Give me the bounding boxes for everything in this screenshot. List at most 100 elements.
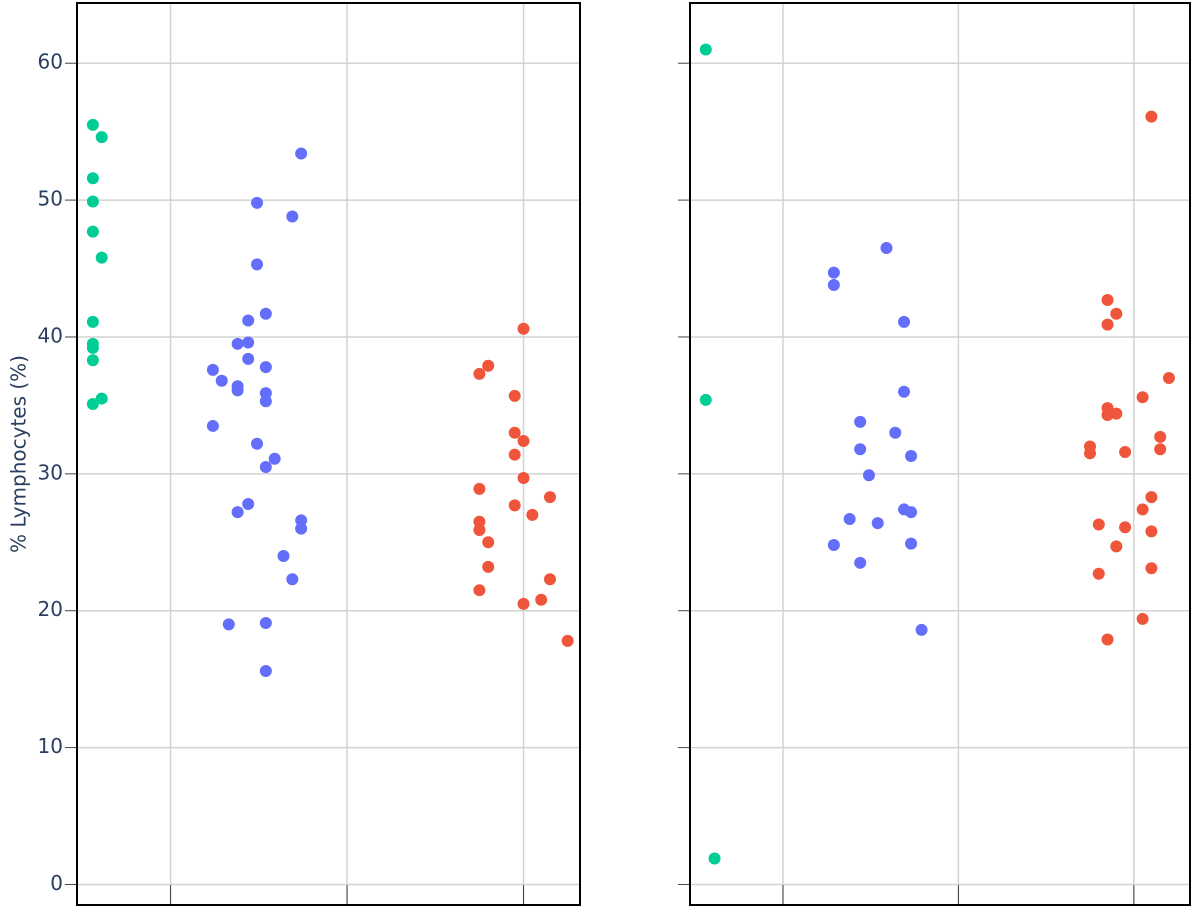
point <box>206 363 219 376</box>
point <box>862 469 875 482</box>
point <box>473 482 486 495</box>
point <box>206 419 219 432</box>
point <box>231 384 244 397</box>
point <box>277 549 290 562</box>
point <box>854 415 867 428</box>
point <box>1145 110 1158 123</box>
point <box>259 461 272 474</box>
point <box>242 336 255 349</box>
point <box>1136 612 1149 625</box>
point <box>843 513 856 526</box>
point <box>1101 318 1114 331</box>
point <box>880 242 893 255</box>
point <box>95 131 108 144</box>
point <box>708 852 721 865</box>
point <box>535 593 548 606</box>
point <box>86 195 99 208</box>
point <box>251 196 264 209</box>
point <box>86 398 99 411</box>
point <box>543 491 556 504</box>
y-tick-label: 40 <box>38 323 63 347</box>
point <box>889 426 902 439</box>
point <box>561 634 574 647</box>
point <box>854 443 867 456</box>
point <box>231 337 244 350</box>
point <box>1154 443 1167 456</box>
point <box>286 573 299 586</box>
point <box>898 315 911 328</box>
point <box>905 537 918 550</box>
point <box>827 539 840 552</box>
point <box>1145 491 1158 504</box>
point <box>222 618 235 631</box>
point <box>1145 562 1158 575</box>
point <box>827 266 840 279</box>
point <box>473 584 486 597</box>
point <box>295 522 308 535</box>
point <box>86 172 99 185</box>
y-axis-title: % Lymphocytes (%) <box>7 355 31 553</box>
point <box>526 508 539 521</box>
point <box>905 450 918 463</box>
point <box>1110 540 1123 553</box>
point <box>259 664 272 677</box>
point <box>1119 445 1132 458</box>
point <box>242 352 255 365</box>
point <box>1092 567 1105 580</box>
point <box>508 499 521 512</box>
plot-frame <box>76 2 581 906</box>
point <box>1092 518 1105 531</box>
point <box>905 506 918 519</box>
point <box>517 322 530 335</box>
point <box>482 359 495 372</box>
point <box>871 517 884 530</box>
point <box>517 434 530 447</box>
point <box>482 560 495 573</box>
point <box>95 251 108 264</box>
point <box>543 573 556 586</box>
point <box>1119 521 1132 534</box>
point <box>259 307 272 320</box>
point <box>1154 430 1167 443</box>
point <box>86 315 99 328</box>
point <box>242 497 255 510</box>
point <box>699 393 712 406</box>
point <box>1162 372 1175 385</box>
point <box>251 258 264 271</box>
point <box>1136 391 1149 404</box>
point <box>1145 525 1158 538</box>
point <box>259 361 272 374</box>
point <box>95 392 108 405</box>
point <box>898 385 911 398</box>
point <box>517 597 530 610</box>
point <box>854 556 867 569</box>
y-tick-label: 10 <box>38 734 63 758</box>
point <box>1136 503 1149 516</box>
point <box>231 506 244 519</box>
point <box>473 523 486 536</box>
point <box>508 426 521 439</box>
point <box>259 617 272 630</box>
point <box>86 354 99 367</box>
plot-frame <box>689 2 1191 906</box>
point <box>699 43 712 56</box>
point <box>517 471 530 484</box>
point <box>1101 294 1114 307</box>
point <box>86 225 99 238</box>
y-tick-label: 0 <box>50 871 63 895</box>
point <box>1084 447 1096 460</box>
y-tick-label: 50 <box>38 187 63 211</box>
point <box>268 452 281 465</box>
y-tick-label: 30 <box>38 460 63 484</box>
y-tick-label: 20 <box>38 597 63 621</box>
point <box>1101 633 1114 646</box>
point <box>215 374 228 387</box>
point <box>473 367 486 380</box>
point <box>295 147 308 160</box>
point <box>508 448 521 461</box>
y-tick-label: 60 <box>38 50 63 74</box>
point <box>473 515 486 528</box>
point <box>295 514 308 527</box>
point <box>508 389 521 402</box>
